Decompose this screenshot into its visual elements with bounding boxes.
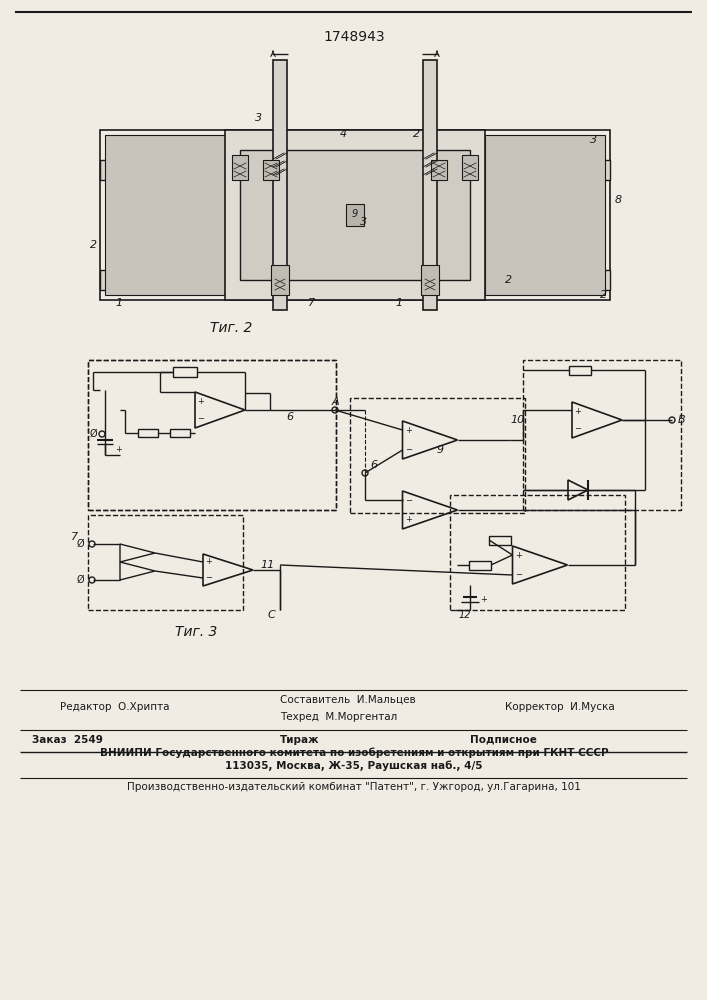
Text: 2: 2 <box>600 290 607 300</box>
Text: Тираж: Тираж <box>280 735 320 745</box>
Text: +: + <box>575 406 581 416</box>
Text: 10: 10 <box>510 415 525 425</box>
Text: 3: 3 <box>255 113 262 123</box>
Text: 9: 9 <box>436 445 443 455</box>
Bar <box>225 130 485 300</box>
Text: B: B <box>678 415 686 425</box>
Bar <box>170 429 190 437</box>
Bar <box>100 130 610 300</box>
Text: 11: 11 <box>260 560 274 570</box>
Bar <box>346 204 364 226</box>
Text: 9: 9 <box>352 209 358 219</box>
Text: 7: 7 <box>308 298 315 308</box>
Text: −: − <box>405 496 412 505</box>
Text: 2: 2 <box>505 275 512 285</box>
Bar <box>489 536 511 544</box>
Bar <box>232 155 248 180</box>
Text: 1: 1 <box>115 298 122 308</box>
Text: Подписное: Подписное <box>470 735 537 745</box>
Bar <box>88 360 336 510</box>
Bar <box>173 367 197 377</box>
Text: 3: 3 <box>590 135 597 145</box>
Text: Составитель  И.Мальцев: Составитель И.Мальцев <box>280 695 416 705</box>
Bar <box>421 265 439 295</box>
Bar <box>105 135 225 295</box>
Text: Ø: Ø <box>76 575 84 585</box>
Bar <box>423 60 437 310</box>
Text: 8: 8 <box>615 195 622 205</box>
Text: 12: 12 <box>459 610 472 620</box>
Text: +: + <box>115 444 122 454</box>
Bar <box>431 160 447 180</box>
Text: −: − <box>405 445 412 454</box>
Text: Производственно-издательский комбинат "Патент", г. Ужгород, ул.Гагарина, 101: Производственно-издательский комбинат "П… <box>127 782 581 792</box>
Text: Τиг. 2: Τиг. 2 <box>210 321 252 335</box>
Bar <box>569 365 591 374</box>
Text: +: + <box>405 515 412 524</box>
Text: +: + <box>515 551 522 560</box>
Bar <box>100 270 610 290</box>
Bar <box>138 429 158 437</box>
Text: 113035, Москва, Ж-35, Раушская наб., 4/5: 113035, Москва, Ж-35, Раушская наб., 4/5 <box>226 761 483 771</box>
Text: 2: 2 <box>413 129 420 139</box>
Text: C: C <box>267 610 275 620</box>
Text: 1748943: 1748943 <box>323 30 385 44</box>
Text: +: + <box>480 595 487 604</box>
Text: 1: 1 <box>395 298 402 308</box>
Bar <box>469 560 491 570</box>
Text: Редактор  О.Хрипта: Редактор О.Хрипта <box>60 702 170 712</box>
Text: −: − <box>206 574 213 582</box>
Text: −: − <box>197 414 204 424</box>
Text: 3: 3 <box>360 217 367 227</box>
Text: Ø: Ø <box>89 429 97 439</box>
Bar <box>88 515 243 610</box>
Bar <box>350 398 525 513</box>
Text: Ø: Ø <box>76 539 84 549</box>
Text: 7: 7 <box>71 532 78 542</box>
Bar <box>271 265 289 295</box>
Text: Корректор  И.Муска: Корректор И.Муска <box>505 702 615 712</box>
Bar <box>240 150 470 280</box>
Text: 6: 6 <box>370 460 377 470</box>
Text: 4: 4 <box>340 129 347 139</box>
Text: Техред  М.Моргентал: Техред М.Моргентал <box>280 712 397 722</box>
Bar <box>450 495 625 610</box>
Text: A: A <box>331 397 339 407</box>
Text: +: + <box>197 396 204 406</box>
Bar <box>263 160 279 180</box>
Bar <box>88 360 336 510</box>
Text: Заказ  2549: Заказ 2549 <box>32 735 103 745</box>
Bar <box>462 155 478 180</box>
Bar <box>485 135 605 295</box>
Bar <box>523 360 681 510</box>
Text: Τиг. 3: Τиг. 3 <box>175 625 217 639</box>
Text: 2: 2 <box>90 240 97 250</box>
Bar <box>273 60 287 310</box>
Text: −: − <box>515 570 522 579</box>
Text: −: − <box>575 424 581 434</box>
Bar <box>100 160 610 180</box>
Text: 6: 6 <box>286 412 293 422</box>
Text: ВНИИПИ Государственного комитета по изобретениям и открытиям при ГКНТ СССР: ВНИИПИ Государственного комитета по изоб… <box>100 748 608 758</box>
Text: +: + <box>206 558 212 566</box>
Text: +: + <box>405 426 412 435</box>
